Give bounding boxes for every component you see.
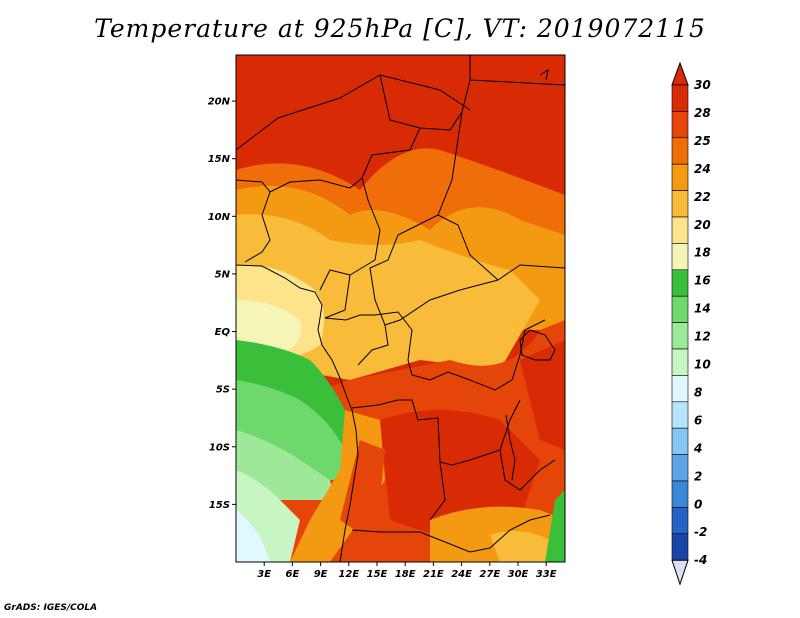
grads-credit: GrADS: IGES/COLA: [4, 603, 98, 613]
colorbar-label: 10: [694, 358, 711, 372]
colorbar-label: 12: [694, 330, 711, 344]
colorbar-segment: [671, 322, 689, 350]
colorbar-segment: [671, 348, 689, 376]
lon-tick-label: 6E: [286, 569, 300, 580]
lon-tick-label: 15E: [367, 569, 388, 580]
temperature-field: [236, 55, 565, 562]
lon-tick-label: 24E: [451, 569, 472, 580]
map-frame: [235, 54, 566, 563]
colorbar-label: -4: [694, 553, 707, 567]
colorbar-segment: [671, 295, 689, 323]
colorbar-segment: [671, 111, 689, 139]
colorbar-label: 14: [694, 302, 711, 316]
colorbar-label: 18: [694, 246, 711, 260]
colorbar-segment: [671, 137, 689, 165]
colorbar-label: 0: [694, 497, 702, 511]
colorbar-label: 16: [694, 274, 711, 288]
colorbar-label: -2: [694, 525, 707, 539]
colorbar-segment: [671, 243, 689, 271]
colorbar-label: 24: [694, 162, 711, 176]
colorbar-label: 2: [694, 469, 702, 483]
colorbar-segment: [671, 533, 689, 561]
lat-tick-label: 5S: [216, 385, 230, 396]
lat-tick-label: 10N: [208, 212, 231, 223]
lat-tick-label: 5N: [215, 269, 231, 280]
colorbar-segment: [671, 190, 689, 218]
lon-tick-label: 33E: [536, 569, 557, 580]
colorbar-segment: [671, 216, 689, 244]
lon-tick-label: 30E: [508, 569, 529, 580]
lon-tick-label: 12E: [338, 569, 359, 580]
colorbar-label: 8: [694, 385, 702, 399]
colorbar-label: 6: [694, 413, 702, 427]
lat-axis: 20N 15N 10N 5N EQ 5S 10S 15S: [208, 97, 236, 511]
colorbar-segment: [671, 375, 689, 403]
colorbar-label: 28: [694, 106, 711, 120]
colorbar-segment: [671, 507, 689, 535]
lat-tick-label: EQ: [215, 327, 231, 338]
map-borders: [236, 55, 565, 562]
colorbar-segment: [671, 454, 689, 482]
colorbar-top-triangle: [671, 61, 689, 86]
lon-axis: 3E 6E 9E 12E 15E 18E 21E 24E 27E 30E 33E: [257, 562, 557, 580]
colorbar-label: 20: [694, 218, 711, 232]
colorbar-segment: [671, 269, 689, 297]
chart-title: Temperature at 925hPa [C], VT: 201907211…: [94, 14, 706, 43]
lon-tick-label: 21E: [423, 569, 444, 580]
colorbar-label: 25: [694, 134, 711, 148]
colorbar-segment: [671, 480, 689, 508]
colorbar-segment: [671, 427, 689, 455]
colorbar-segment: [671, 84, 689, 112]
lat-tick-label: 15S: [209, 500, 230, 511]
lon-tick-label: 27E: [479, 569, 500, 580]
colorbar-label: 22: [694, 190, 711, 204]
lon-tick-label: 18E: [395, 569, 416, 580]
lat-tick-label: 20N: [208, 97, 231, 108]
colorbar-label: 4: [693, 441, 702, 455]
colorbar-segment: [671, 163, 689, 191]
lat-tick-label: 15N: [208, 154, 231, 165]
colorbar-label: 30: [694, 78, 711, 92]
lon-tick-label: 3E: [257, 569, 271, 580]
lat-tick-label: 10S: [209, 442, 230, 453]
colorbar-segment: [671, 401, 689, 429]
colorbar-bottom-triangle: [671, 559, 689, 586]
lon-tick-label: 9E: [314, 569, 328, 580]
